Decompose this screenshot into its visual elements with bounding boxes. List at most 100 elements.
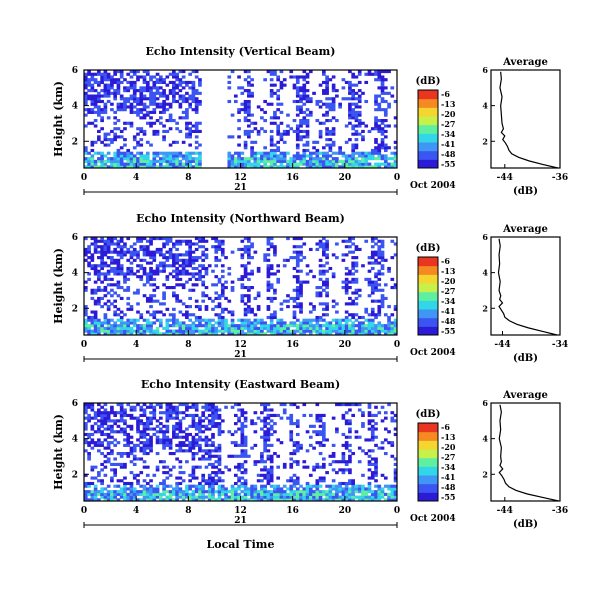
heatmap-cell xyxy=(233,490,238,494)
heatmap-cell xyxy=(266,326,271,330)
heatmap-cell xyxy=(132,154,137,158)
heatmap-cell xyxy=(93,416,98,420)
heatmap-cell xyxy=(315,151,320,155)
heatmap-cell xyxy=(380,446,385,450)
heatmap-cell xyxy=(217,430,222,434)
heatmap-cell xyxy=(237,151,241,155)
heatmap-cell xyxy=(217,462,222,467)
heatmap-cell xyxy=(374,162,378,166)
heatmap-cell xyxy=(214,424,219,428)
colorbar-swatch xyxy=(418,133,438,143)
heatmap-cell xyxy=(351,261,356,265)
heatmap-cell xyxy=(191,471,196,475)
heatmap-cell xyxy=(269,299,274,303)
heatmap-cell xyxy=(289,495,294,499)
heatmap-cell xyxy=(302,329,307,333)
heatmap-cell xyxy=(145,159,150,163)
heatmap-cell xyxy=(178,332,183,336)
heatmap-cell xyxy=(312,159,316,163)
heatmap-cell xyxy=(123,498,127,502)
heatmap-cell xyxy=(325,490,329,494)
heatmap-cell xyxy=(299,302,303,306)
heatmap-cell xyxy=(158,116,163,120)
heatmap-cell xyxy=(289,438,294,442)
colorbar-tick-label: -6 xyxy=(441,89,450,99)
heatmap-cell xyxy=(119,332,124,336)
heatmap-cell xyxy=(260,460,264,464)
heatmap-cell xyxy=(305,324,310,328)
heatmap-cell xyxy=(383,70,388,74)
heatmap-cell xyxy=(113,127,117,131)
heatmap-cell xyxy=(145,405,150,409)
heatmap-cell xyxy=(123,481,127,486)
heatmap-cell xyxy=(123,78,127,82)
heatmap-cell xyxy=(230,490,235,494)
heatmap-cell xyxy=(103,264,108,268)
heatmap-cell xyxy=(165,307,170,311)
heatmap-cell xyxy=(266,154,271,158)
heatmap-cell xyxy=(273,159,277,163)
heatmap-cell xyxy=(308,484,313,488)
heatmap-cell xyxy=(357,435,362,439)
heatmap-cell xyxy=(315,481,320,486)
heatmap-cell xyxy=(273,291,277,295)
heatmap-cell xyxy=(269,479,274,483)
heatmap-cell xyxy=(136,427,140,431)
heatmap-cell xyxy=(214,237,219,241)
heatmap-cell xyxy=(351,495,356,499)
heatmap-cell xyxy=(279,86,284,90)
heatmap-cell xyxy=(364,154,369,158)
heatmap-cell xyxy=(247,102,251,106)
heatmap-cell xyxy=(348,427,352,431)
heatmap-cell xyxy=(165,154,170,158)
heatmap-cell xyxy=(175,272,179,276)
heatmap-cell xyxy=(168,154,173,158)
heatmap-cell xyxy=(331,272,336,276)
heatmap-cell xyxy=(129,256,134,260)
heatmap-cell xyxy=(106,460,111,464)
heatmap-cell xyxy=(279,83,284,87)
heatmap-cell xyxy=(302,75,307,79)
heatmap-cell xyxy=(387,329,391,333)
heatmap-cell xyxy=(377,305,382,309)
heatmap-cell xyxy=(100,94,104,98)
heatmap-cell xyxy=(266,473,271,477)
x-tick-label: 4 xyxy=(133,340,139,350)
heatmap-cell xyxy=(97,129,101,134)
heatmap-cell xyxy=(361,484,365,488)
heatmap-cell xyxy=(247,135,251,139)
heatmap-cell xyxy=(162,154,166,158)
heatmap-cell xyxy=(185,113,189,117)
heatmap-cell xyxy=(129,416,134,420)
heatmap-cell xyxy=(233,159,238,163)
heatmap-cell xyxy=(390,416,395,420)
heatmap-cell xyxy=(181,435,186,439)
heatmap-cell xyxy=(269,454,274,458)
heatmap-cell xyxy=(142,411,147,415)
heatmap-cell xyxy=(97,165,101,169)
heatmap-cell xyxy=(204,405,209,409)
heatmap-cell xyxy=(220,247,225,252)
heatmap-cell xyxy=(152,487,157,491)
heatmap-cell xyxy=(279,70,284,74)
heatmap-cell xyxy=(315,119,320,123)
heatmap-cell xyxy=(305,119,310,123)
heatmap-cell xyxy=(181,239,186,243)
heatmap-cell xyxy=(256,326,261,330)
heatmap-cell xyxy=(276,329,281,333)
heatmap-cell xyxy=(172,264,176,268)
heatmap-cell xyxy=(90,441,95,445)
heatmap-cell xyxy=(201,419,206,423)
heatmap-cell xyxy=(116,484,121,488)
heatmap-cell xyxy=(214,408,219,412)
heatmap-cell xyxy=(377,157,382,161)
heatmap-cell xyxy=(341,487,346,491)
heatmap-cell xyxy=(348,138,352,142)
heatmap-cell xyxy=(211,487,215,491)
heatmap-cell xyxy=(247,110,251,114)
heatmap-cell xyxy=(263,154,267,158)
heatmap-cell xyxy=(87,277,91,281)
heatmap-cell xyxy=(123,484,127,488)
heatmap-cell xyxy=(341,253,346,257)
heatmap-cell xyxy=(211,422,215,426)
